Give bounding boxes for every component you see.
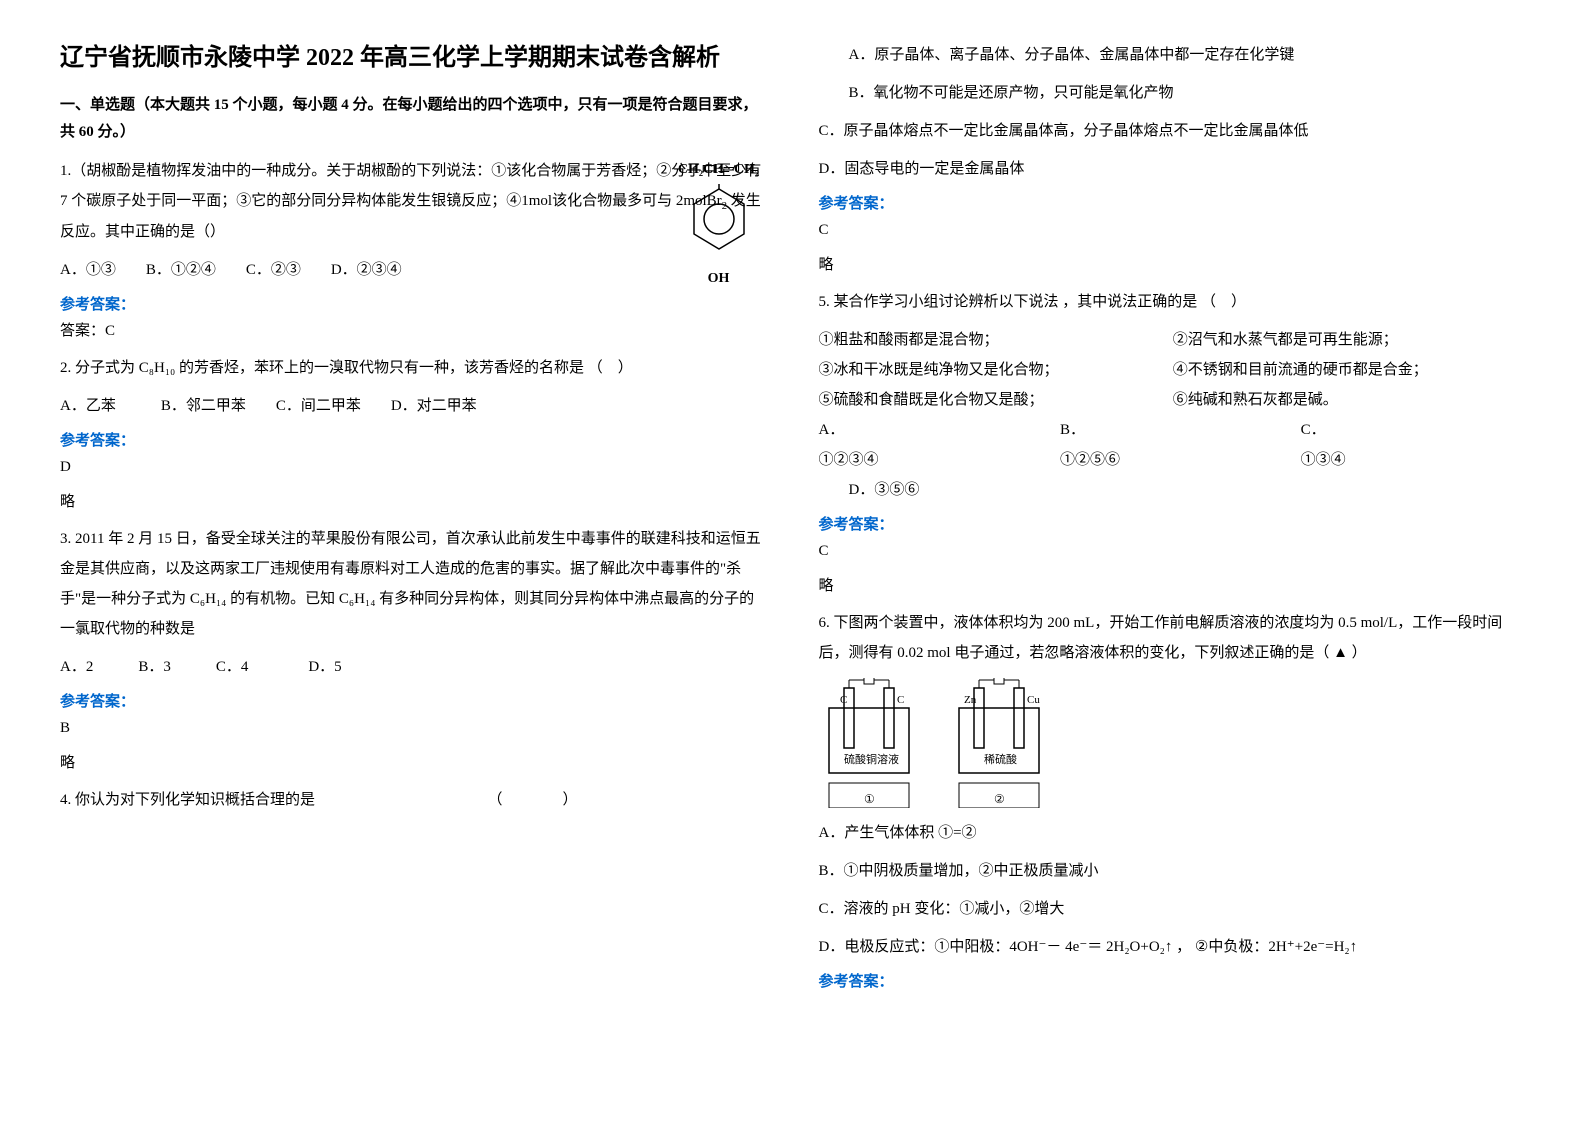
question-5-options-row1: A．①②③④ B．①②⑤⑥ C．①③④ (819, 415, 1528, 475)
device1-solution-label: 硫酸铜溶液 (844, 752, 899, 766)
answer-label: 参考答案： (819, 192, 1528, 213)
question-3-answer-b: B (60, 715, 769, 742)
question-6-opt-c: C．溶液的 pH 变化：①减小，②增大 (819, 894, 1528, 924)
electrode-zn-label: Zn (964, 694, 977, 706)
answer-label: 参考答案： (819, 513, 1528, 534)
statement-row-3: ⑤硫酸和食醋既是化合物又是酸； ⑥纯碱和熟石灰都是碱。 (819, 385, 1528, 415)
question-6-opt-b: B．①中阴极质量增加，②中正极质量减小 (819, 856, 1528, 886)
question-5-answer-brief: 略 (819, 573, 1528, 600)
electrode-cu-label: Cu (1027, 694, 1040, 706)
question-4-opt-a: A．原子晶体、离子晶体、分子晶体、金属晶体中都一定存在化学键 (819, 40, 1528, 70)
answer-label: 参考答案： (819, 970, 1528, 991)
question-5-opt-d: D．③⑤⑥ (819, 475, 1528, 505)
question-6-opt-d: D．电极反应式：①中阳极：4OH⁻－ 4e⁻＝ 2H₂O+O₂↑ ， ②中负极：… (819, 932, 1528, 962)
question-4-answer-c: C (819, 217, 1528, 244)
statement-3: ③冰和干冰既是纯净物又是化合物； (819, 355, 1173, 385)
question-4-answer-brief: 略 (819, 252, 1528, 279)
page-container: 辽宁省抚顺市永陵中学 2022 年高三化学上学期期末试卷含解析 一、单选题（本大… (60, 40, 1527, 995)
question-5-opt-b: B．①②⑤⑥ (1060, 415, 1141, 475)
electrode-c1-label: C (840, 694, 847, 706)
question-4-opt-c: C．原子晶体熔点不一定比金属晶体高，分子晶体熔点不一定比金属晶体低 (819, 116, 1528, 146)
question-6: 6. 下图两个装置中，液体体积均为 200 mL，开始工作前电解质溶液的浓度均为… (819, 608, 1528, 668)
statement-row-2: ③冰和干冰既是纯净物又是化合物； ④不锈钢和目前流通的硬币都是合金； (819, 355, 1528, 385)
electrolysis-diagram: C C 硫酸铜溶液 ① Zn Cu (819, 678, 1528, 808)
statement-2: ②沼气和水蒸气都是可再生能源； (1173, 325, 1527, 355)
molecule-diagram: CH₂CH═CH₂ OH (669, 156, 769, 293)
device2-num-label: ② (994, 792, 1005, 806)
molecule-bottom-label: OH (669, 265, 769, 293)
answer-label: 参考答案： (60, 690, 769, 711)
statement-row-1: ①粗盐和酸雨都是混合物； ②沼气和水蒸气都是可再生能源； (819, 325, 1528, 355)
question-1-text: 1.（胡椒酚是植物挥发油中的一种成分。关于胡椒酚的下列说法：①该化合物属于芳香烃… (60, 156, 769, 247)
question-5-stem: 5. 某合作学习小组讨论辨析以下说法 ，其中说法正确的是 （ ） (819, 287, 1528, 317)
answer-label: 参考答案： (60, 429, 769, 450)
question-2-answer-d: D (60, 454, 769, 481)
device1-num-label: ① (864, 792, 875, 806)
question-5-opt-c: C．①③④ (1301, 415, 1367, 475)
document-title: 辽宁省抚顺市永陵中学 2022 年高三化学上学期期末试卷含解析 (60, 40, 769, 76)
question-2-answer-brief: 略 (60, 489, 769, 516)
question-4-stem: 4. 你认为对下列化学知识概括合理的是 （ ） (60, 785, 769, 815)
electrode-c2-label: C (897, 694, 904, 706)
question-2-options: A．乙苯 B．邻二甲苯 C．间二甲苯 D．对二甲苯 (60, 391, 769, 421)
question-6-opt-a: A．产生气体体积 ①=② (819, 818, 1528, 848)
question-4-opt-b: B．氧化物不可能是还原产物，只可能是氧化产物 (819, 78, 1528, 108)
benzene-ring-icon (679, 184, 759, 254)
section-header: 一、单选题（本大题共 15 个小题，每小题 4 分。在每小题给出的四个选项中，只… (60, 92, 769, 146)
question-5-opt-a: A．①②③④ (819, 415, 900, 475)
question-1-options: A．①③ B．①②④ C．②③ D．②③④ (60, 255, 769, 285)
question-2: 2. 分子式为 C₈H₁₀ 的芳香烃，苯环上的一溴取代物只有一种，该芳香烃的名称… (60, 353, 769, 383)
answer-label: 参考答案： (60, 293, 769, 314)
right-column: A．原子晶体、离子晶体、分子晶体、金属晶体中都一定存在化学键 B．氧化物不可能是… (819, 40, 1528, 995)
question-3: 3. 2011 年 2 月 15 日，备受全球关注的苹果股份有限公司，首次承认此… (60, 524, 769, 644)
statement-6: ⑥纯碱和熟石灰都是碱。 (1173, 385, 1527, 415)
question-5-answer-c: C (819, 538, 1528, 565)
statement-1: ①粗盐和酸雨都是混合物； (819, 325, 1173, 355)
question-1-answer: 答案：C (60, 318, 769, 345)
question-4-opt-d: D．固态导电的一定是金属晶体 (819, 154, 1528, 184)
statement-4: ④不锈钢和目前流通的硬币都是合金； (1173, 355, 1527, 385)
molecule-top-label: CH₂CH═CH₂ (669, 156, 769, 184)
question-3-options: A．2 B．3 C．4 D．5 (60, 652, 769, 682)
question-1: 1.（胡椒酚是植物挥发油中的一种成分。关于胡椒酚的下列说法：①该化合物属于芳香烃… (60, 156, 769, 247)
question-3-answer-brief: 略 (60, 750, 769, 777)
statement-5: ⑤硫酸和食醋既是化合物又是酸； (819, 385, 1173, 415)
left-column: 辽宁省抚顺市永陵中学 2022 年高三化学上学期期末试卷含解析 一、单选题（本大… (60, 40, 769, 995)
device2-solution-label: 稀硫酸 (984, 752, 1017, 766)
